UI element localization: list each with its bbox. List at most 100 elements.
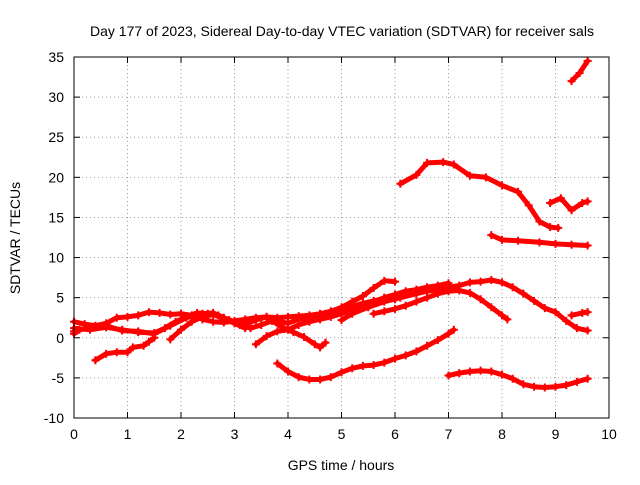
data-point [294, 320, 303, 329]
data-point [583, 197, 592, 206]
x-tick-label: 7 [445, 426, 453, 442]
data-point [449, 325, 458, 334]
data-point [575, 69, 584, 78]
data-point [150, 333, 159, 342]
y-tick-label: 0 [56, 330, 64, 346]
data-point [305, 375, 314, 384]
data-point [540, 304, 549, 313]
data-point [449, 160, 458, 169]
x-tick-label: 2 [177, 426, 185, 442]
data-point [567, 311, 576, 320]
data-point [75, 325, 84, 334]
data-point [498, 278, 506, 287]
data-point [209, 310, 218, 319]
x-tick-label: 1 [124, 426, 132, 442]
data-point [182, 313, 191, 322]
data-point [476, 366, 485, 375]
data-point [481, 173, 490, 182]
data-point [257, 320, 266, 329]
data-point [530, 382, 539, 391]
data-point [369, 284, 378, 293]
data-point [535, 238, 544, 247]
data-point [503, 315, 512, 324]
data-point [455, 369, 464, 378]
data-point [358, 361, 367, 370]
data-point [439, 158, 448, 167]
data-point [487, 276, 496, 285]
data-point [86, 323, 95, 332]
data-point [102, 321, 111, 330]
data-point [155, 308, 164, 317]
data-series [70, 57, 592, 392]
x-tick-label: 5 [338, 426, 346, 442]
data-point [444, 329, 453, 338]
data-point [284, 367, 292, 376]
data-point [284, 325, 292, 334]
data-point [144, 337, 153, 346]
data-point [380, 307, 389, 316]
data-point [316, 375, 325, 384]
data-point [433, 336, 442, 345]
x-axis-label: GPS time / hours [288, 457, 395, 473]
data-point [556, 194, 565, 203]
data-point [444, 287, 453, 296]
x-tick-label: 8 [498, 426, 506, 442]
data-point [251, 340, 260, 349]
data-point [508, 283, 517, 292]
data-point [476, 277, 485, 286]
x-tick-label: 6 [391, 426, 399, 442]
data-series-s12 [339, 277, 591, 334]
data-point [369, 361, 378, 370]
x-tick-label: 9 [552, 426, 560, 442]
data-point [455, 286, 464, 295]
data-point [187, 317, 196, 326]
data-point [551, 308, 560, 317]
data-point [134, 311, 143, 320]
data-point [465, 278, 474, 287]
data-point [519, 289, 528, 298]
data-point [583, 374, 592, 383]
data-point [476, 295, 485, 304]
data-point [498, 370, 506, 379]
data-point [326, 312, 335, 321]
data-series-s2 [397, 159, 561, 231]
data-point [166, 321, 175, 330]
data-point [177, 309, 185, 318]
data-point [396, 293, 405, 302]
data-point [551, 239, 560, 248]
gridlines [74, 57, 609, 418]
data-point [123, 312, 132, 321]
data-point [241, 324, 250, 333]
data-point [423, 158, 432, 167]
data-point [112, 348, 121, 357]
data-point [465, 288, 474, 297]
data-point [118, 326, 127, 335]
data-point [305, 317, 314, 326]
data-point [572, 377, 581, 386]
data-point [300, 332, 309, 341]
data-point [578, 199, 587, 208]
data-point [423, 293, 432, 302]
data-point [321, 338, 330, 347]
data-point [391, 354, 399, 363]
data-point [583, 326, 592, 335]
data-point [567, 77, 576, 86]
data-point [487, 303, 496, 312]
data-point [498, 181, 506, 190]
data-point [498, 235, 506, 244]
data-point [134, 327, 143, 336]
data-point [358, 292, 367, 301]
data-point [273, 316, 282, 325]
data-point [465, 171, 474, 180]
y-tick-label: 10 [48, 250, 64, 266]
data-point [535, 217, 544, 226]
data-point [524, 201, 533, 210]
data-point [583, 308, 592, 317]
data-point [423, 341, 432, 350]
data-point [166, 335, 175, 344]
y-tick-label: 20 [48, 169, 64, 185]
data-point [487, 367, 496, 376]
data-point [139, 341, 148, 350]
x-tick-label: 4 [284, 426, 292, 442]
data-point [401, 351, 410, 360]
